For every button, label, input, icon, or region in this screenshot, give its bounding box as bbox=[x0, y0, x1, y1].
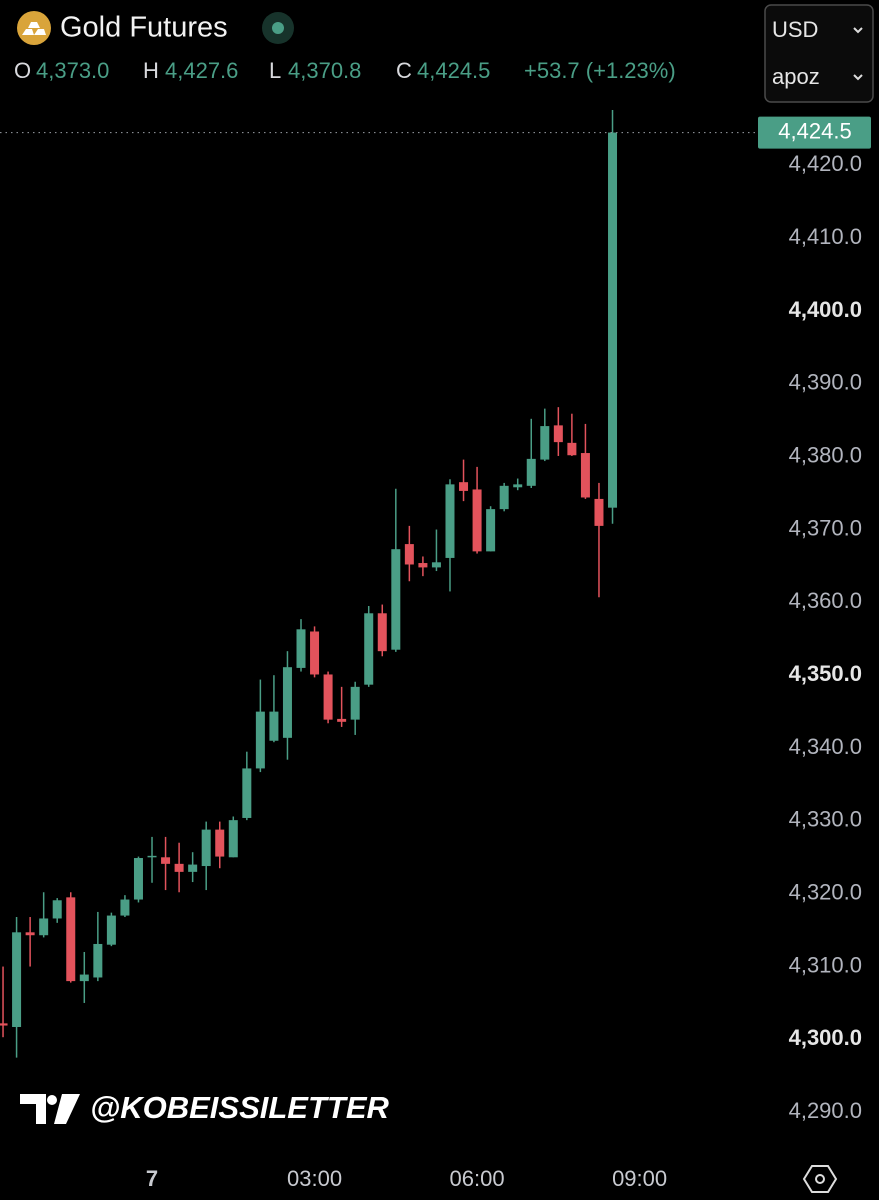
candle-body bbox=[201, 829, 211, 867]
candle-body bbox=[25, 932, 35, 936]
y-tick-label: 4,320.0 bbox=[789, 880, 862, 905]
candle-body bbox=[66, 897, 76, 982]
candle-body bbox=[228, 820, 238, 858]
y-tick-label: 4,340.0 bbox=[789, 734, 862, 759]
y-tick-label: 4,290.0 bbox=[789, 1098, 862, 1123]
currency[interactable]: USD bbox=[772, 17, 818, 42]
candle-body bbox=[0, 1023, 8, 1026]
candle-body bbox=[310, 631, 320, 675]
candle-body bbox=[594, 498, 604, 526]
last-price-label: 4,424.5 bbox=[778, 118, 851, 143]
candle-body bbox=[486, 509, 496, 552]
x-tick-label: 7 bbox=[146, 1166, 158, 1191]
y-tick-label: 4,420.0 bbox=[789, 151, 862, 176]
y-tick-label: 4,370.0 bbox=[789, 515, 862, 540]
candle-body bbox=[391, 549, 401, 650]
last-price-box bbox=[758, 116, 871, 149]
candle-body bbox=[296, 629, 306, 668]
settings-button[interactable] bbox=[802, 1165, 838, 1193]
candle-body bbox=[133, 858, 143, 900]
candle-body bbox=[459, 482, 469, 491]
y-tick-label: 4,380.0 bbox=[789, 443, 862, 468]
candle-body bbox=[418, 563, 428, 568]
candle-body bbox=[350, 686, 360, 720]
ohlc-key: H bbox=[143, 58, 159, 83]
candle-body bbox=[337, 718, 347, 722]
candle-body bbox=[445, 484, 455, 558]
y-tick-label: 4,390.0 bbox=[789, 370, 862, 395]
candle-body bbox=[12, 932, 22, 1028]
candle-body bbox=[377, 613, 387, 652]
candle-body bbox=[161, 857, 171, 864]
unit[interactable]: apoz bbox=[772, 64, 820, 89]
axes: 4,290.0 4,300.0 4,310.0 4,320.0 4,330.0 4,340… bbox=[146, 116, 871, 1191]
y-tick-label: 4,310.0 bbox=[789, 952, 862, 977]
symbol-title: Gold Futures bbox=[60, 12, 228, 44]
y-tick-label: 4,330.0 bbox=[789, 807, 862, 832]
watermark-logo bbox=[20, 1094, 80, 1124]
y-tick-label: 4,300.0 bbox=[789, 1025, 862, 1050]
candle-body bbox=[567, 442, 577, 456]
y-tick-label: 4,400.0 bbox=[789, 297, 862, 322]
ohlc-value: 4,427.6 bbox=[165, 58, 238, 83]
ohlc-value: 4,370.8 bbox=[288, 58, 361, 83]
plot-area bbox=[0, 109, 758, 1058]
candle-body bbox=[580, 453, 590, 498]
y-tick-label: 4,350.0 bbox=[789, 661, 862, 686]
y-tick-label: 4,360.0 bbox=[789, 588, 862, 613]
candle-body bbox=[431, 562, 441, 568]
candle-body bbox=[364, 613, 374, 685]
y-tick-label: 4,410.0 bbox=[789, 224, 862, 249]
candle-body bbox=[404, 544, 414, 565]
candle-body bbox=[255, 711, 265, 769]
symbol-icon bbox=[17, 11, 51, 45]
candle-body bbox=[106, 915, 116, 945]
ohlc-value: 4,373.0 bbox=[36, 58, 109, 83]
x-tick-label: 06:00 bbox=[450, 1166, 505, 1191]
candle-body bbox=[93, 943, 103, 978]
candle-body bbox=[499, 485, 509, 510]
ohlc-key: C bbox=[396, 58, 412, 83]
candle-body bbox=[540, 426, 550, 460]
candle-body bbox=[79, 974, 89, 982]
price-change: +53.7 (+1.23%) bbox=[524, 58, 676, 83]
x-tick-label: 09:00 bbox=[612, 1166, 667, 1191]
candle-body bbox=[513, 484, 523, 488]
currency-unit-selector[interactable]: USD apoz bbox=[764, 4, 874, 103]
watermark: @KOBEISSILETTER bbox=[90, 1090, 390, 1125]
candle-body bbox=[553, 425, 563, 443]
candle-body bbox=[188, 864, 198, 872]
candle-body bbox=[323, 674, 333, 720]
candle-body bbox=[526, 458, 536, 486]
candle-body bbox=[174, 863, 184, 872]
x-tick-label: 03:00 bbox=[287, 1166, 342, 1191]
candle-body bbox=[608, 132, 618, 508]
candle-body bbox=[472, 489, 482, 552]
market-status bbox=[262, 12, 294, 44]
candle-body bbox=[215, 829, 225, 857]
candle-body bbox=[52, 900, 62, 919]
candle-body bbox=[120, 899, 130, 916]
candle-body bbox=[147, 855, 157, 858]
candle-body bbox=[269, 711, 279, 741]
candle-body bbox=[282, 667, 292, 738]
candle-body bbox=[39, 918, 49, 936]
ohlc-key: O bbox=[14, 58, 31, 83]
ohlc-value: 4,424.5 bbox=[417, 58, 490, 83]
candle-body bbox=[242, 768, 252, 818]
ohlc-key: L bbox=[269, 58, 281, 83]
